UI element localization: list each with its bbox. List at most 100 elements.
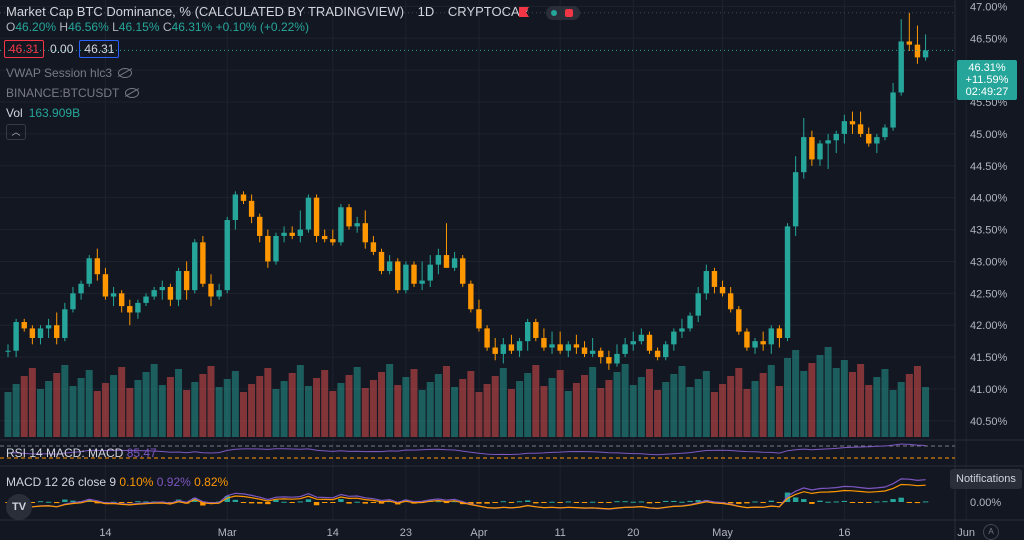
volume-bar xyxy=(645,369,653,437)
candle-body xyxy=(541,337,547,348)
candle-body xyxy=(663,344,669,358)
macd-histogram-bar xyxy=(906,502,913,503)
trade-row: 46.31 0.00 46.31 xyxy=(4,40,120,58)
macd-histogram-bar xyxy=(135,501,141,503)
macd-histogram-bar xyxy=(321,502,328,503)
volume-bar xyxy=(800,371,808,437)
exchange-label: CRYPTOCAP xyxy=(447,4,529,19)
volume-bar xyxy=(69,386,77,437)
macd-histogram-bar xyxy=(565,501,571,503)
candle-body xyxy=(516,341,523,351)
candle-body xyxy=(313,197,320,236)
candle-body xyxy=(736,309,742,332)
candle-body xyxy=(914,44,921,58)
volume-bar xyxy=(686,387,694,437)
auto-scale-icon[interactable]: A xyxy=(983,524,999,540)
candle-body xyxy=(784,226,791,338)
volume-bar xyxy=(532,365,540,437)
candle-body xyxy=(62,309,68,338)
price-axis: 47.00%46.50%46.00%45.50%45.00%44.50%44.0… xyxy=(970,1,1008,509)
macd-histogram-bar xyxy=(614,501,620,503)
macd-histogram-bar xyxy=(801,499,807,502)
flag-icon[interactable] xyxy=(519,7,529,17)
candle-body xyxy=(354,223,360,227)
macd-histogram-bar xyxy=(857,502,864,503)
candle-body xyxy=(435,255,442,265)
macd-histogram-bar xyxy=(281,501,287,503)
macd-histogram-bar xyxy=(573,502,580,503)
candle-body xyxy=(167,286,174,300)
candle-body xyxy=(451,258,458,268)
time-tick-label: 14 xyxy=(99,527,111,539)
macd-histogram-bar xyxy=(687,500,693,502)
chart-legend: Market Cap BTC Dominance, % (CALCULATED … xyxy=(6,4,529,34)
interval-label[interactable]: 1D xyxy=(417,4,435,19)
volume-bar xyxy=(280,381,288,437)
candle-body xyxy=(265,235,271,262)
macd-histogram-bar xyxy=(833,501,839,503)
volume-bar xyxy=(759,373,767,437)
volume-bar xyxy=(85,370,93,437)
volume-bar xyxy=(670,374,678,437)
macd-histogram-bar xyxy=(581,502,588,503)
macd-histogram-bar xyxy=(516,501,523,503)
macd-histogram-bar xyxy=(679,501,685,503)
candle-body xyxy=(654,350,661,358)
candle-body xyxy=(208,283,214,297)
macd-histogram-bar xyxy=(484,502,490,504)
notifications-button[interactable]: Notifications xyxy=(950,469,1022,489)
volume-bar xyxy=(507,389,515,437)
macd-histogram-bar xyxy=(143,501,149,503)
last-price-tag: 46.31% +11.59% 02:49:27 xyxy=(957,60,1017,100)
candle-body xyxy=(671,331,677,345)
volume-bar xyxy=(256,376,264,437)
macd-histogram-bar xyxy=(257,502,263,504)
buy-button[interactable]: 46.31 xyxy=(79,40,120,58)
macd-histogram-bar xyxy=(841,500,848,502)
macd-histogram-bar xyxy=(630,501,636,503)
volume-bar xyxy=(288,373,296,437)
candle-body xyxy=(744,331,750,348)
volume-bar xyxy=(629,385,637,437)
ohlc-values: O46.20% H46.56% L46.15% C46.31% +0.10% (… xyxy=(6,20,309,34)
volume-bar xyxy=(459,379,467,437)
candle-body xyxy=(898,41,904,93)
chevron-up-icon[interactable]: ︿ xyxy=(6,124,26,140)
time-axis: 14 Mar 14 23 Apr 11 20 May 16 Jun xyxy=(99,527,975,539)
volume-bar xyxy=(191,382,199,437)
macd-histogram-bar xyxy=(866,502,872,503)
candle-body xyxy=(581,347,588,354)
volume-bar xyxy=(175,369,183,437)
market-status-icon[interactable] xyxy=(546,6,580,20)
volume-bar xyxy=(28,368,36,437)
candle-body xyxy=(386,261,393,272)
candle-body xyxy=(305,197,312,230)
sell-button[interactable]: 46.31 xyxy=(4,40,45,58)
volume-bar xyxy=(296,365,304,437)
volume-bar xyxy=(743,389,751,437)
volume-bar xyxy=(467,371,475,437)
macd-histogram-bar xyxy=(792,497,799,502)
binance-overlay[interactable]: BINANCE:BTCUSDT xyxy=(6,86,140,100)
volume-bar xyxy=(101,383,109,437)
candle-body xyxy=(460,258,466,284)
macd-histogram-bar xyxy=(809,502,815,504)
candle-body xyxy=(346,207,352,227)
vwap-indicator[interactable]: VWAP Session hlc3 xyxy=(6,66,133,80)
volume-bar xyxy=(272,389,280,437)
candle-body xyxy=(159,286,165,291)
volume-bar xyxy=(142,372,150,437)
volume-bar xyxy=(158,385,166,437)
macd-histogram-bar xyxy=(224,496,230,502)
candle-body xyxy=(273,235,279,262)
volume-bar xyxy=(865,385,873,437)
candle-body xyxy=(411,264,417,284)
volume-bar xyxy=(483,384,491,437)
volume-bar xyxy=(166,377,174,437)
candle-body xyxy=(524,322,531,342)
candle-body xyxy=(849,121,856,125)
candle-body xyxy=(240,194,247,201)
candle-body xyxy=(13,322,19,351)
candle-body xyxy=(622,344,628,354)
